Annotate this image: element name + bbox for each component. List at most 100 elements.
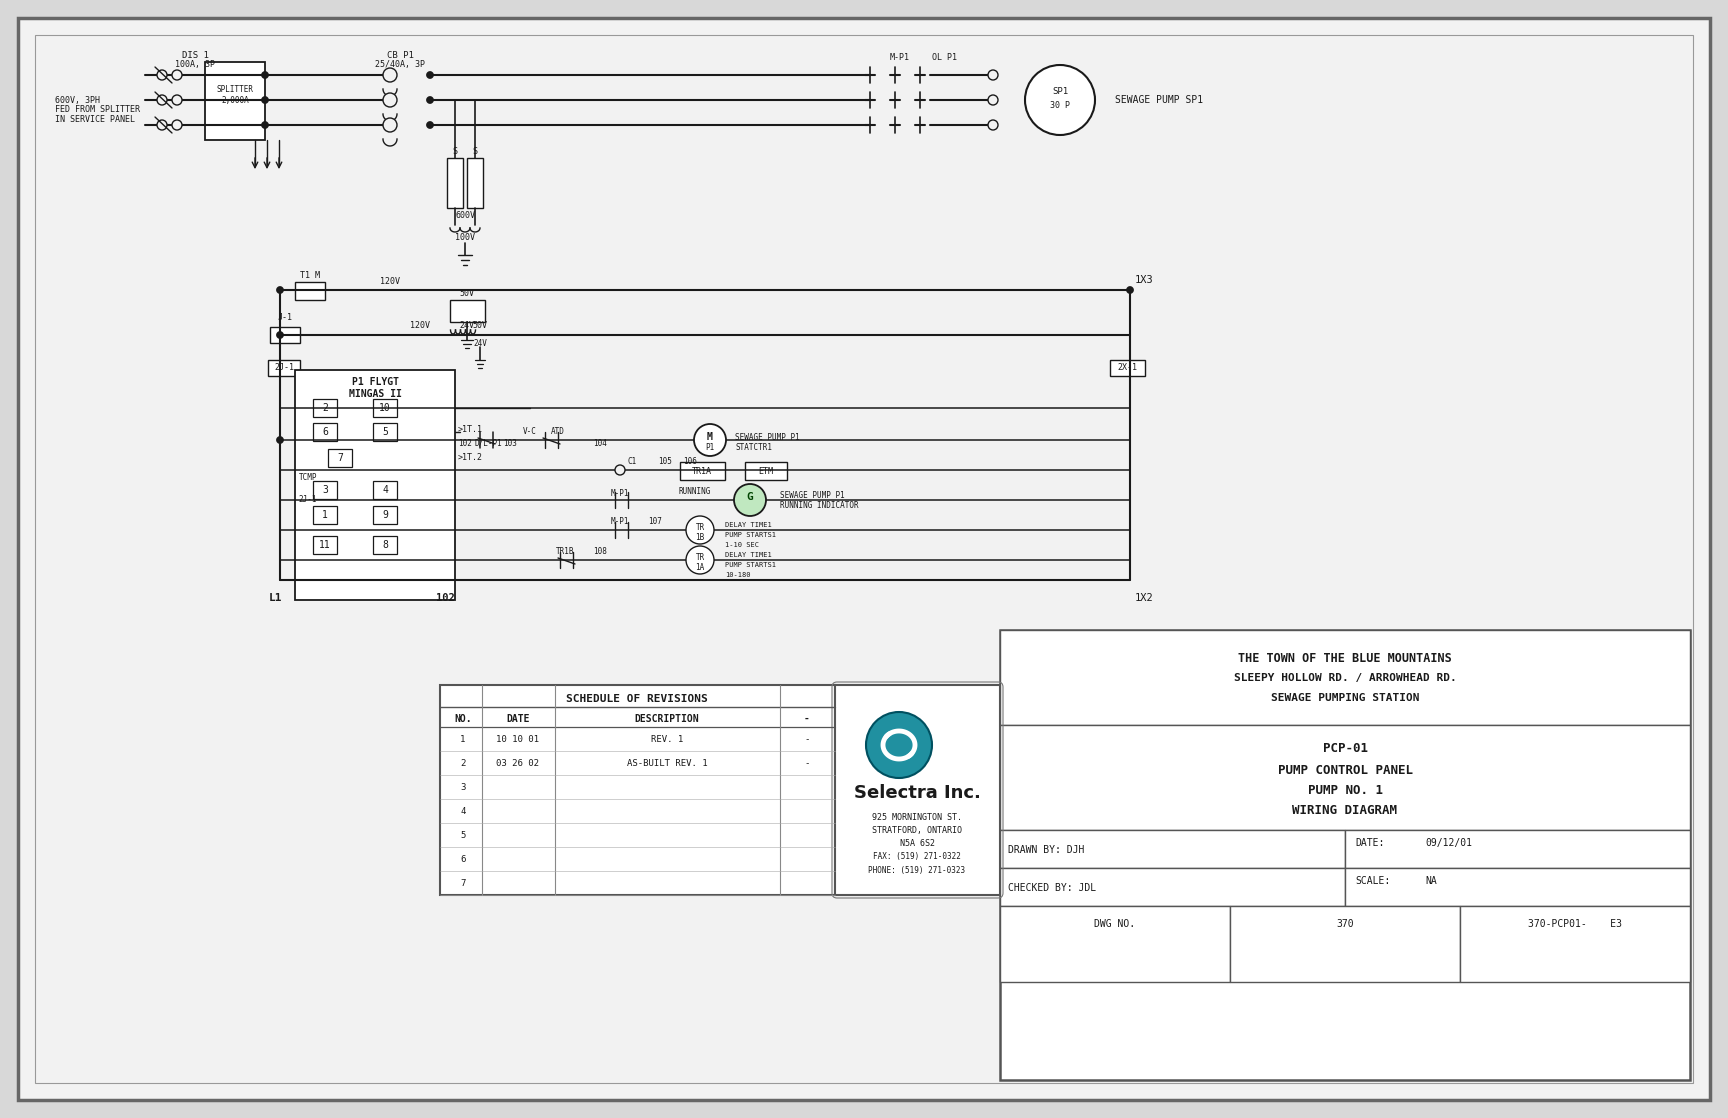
Text: STRATFORD, ONTARIO: STRATFORD, ONTARIO (873, 826, 962, 835)
Text: PUMP CONTROL PANEL: PUMP CONTROL PANEL (1277, 764, 1412, 777)
Text: 5: 5 (460, 832, 465, 841)
Text: 1: 1 (321, 510, 328, 520)
Text: FED FROM SPLITTER: FED FROM SPLITTER (55, 105, 140, 114)
Circle shape (686, 546, 714, 574)
Text: P1 FLYGT: P1 FLYGT (351, 377, 399, 387)
Text: SEWAGE PUMPING STATION: SEWAGE PUMPING STATION (1270, 693, 1419, 703)
Bar (206, 61, 264, 140)
Text: ETM: ETM (759, 466, 774, 475)
Text: 24V: 24V (473, 339, 487, 348)
Text: 600V: 600V (454, 210, 475, 219)
Circle shape (988, 95, 999, 105)
Text: 2J-1: 2J-1 (275, 363, 294, 372)
Text: M: M (707, 432, 714, 442)
Circle shape (866, 712, 931, 778)
Circle shape (686, 517, 714, 544)
Text: PHONE: (519) 271-0323: PHONE: (519) 271-0323 (869, 865, 966, 874)
Circle shape (384, 119, 397, 132)
Circle shape (1025, 65, 1096, 135)
Bar (1230, 906, 1460, 982)
Text: 1B: 1B (695, 532, 705, 541)
Text: 8: 8 (382, 540, 389, 550)
Text: 370: 370 (1336, 919, 1353, 929)
Circle shape (615, 465, 626, 475)
Text: 30 P: 30 P (1051, 102, 1070, 111)
Text: 24V: 24V (460, 322, 475, 331)
Circle shape (157, 70, 168, 80)
Bar (1001, 631, 1690, 724)
Text: L1: L1 (268, 593, 282, 603)
Text: 10: 10 (378, 402, 391, 413)
Text: RUNNING: RUNNING (679, 487, 712, 496)
Text: >1T.1: >1T.1 (458, 426, 484, 435)
Circle shape (276, 286, 283, 294)
Circle shape (427, 122, 434, 129)
Text: NA: NA (1426, 877, 1436, 885)
Text: TCMP: TCMP (299, 474, 318, 483)
Text: AS-BUILT REV. 1: AS-BUILT REV. 1 (627, 759, 707, 768)
Circle shape (261, 72, 268, 78)
Text: TR: TR (695, 552, 705, 561)
Text: 1A: 1A (695, 562, 705, 571)
Circle shape (988, 120, 999, 130)
Text: 1X3: 1X3 (1135, 275, 1154, 285)
Bar (467, 158, 484, 208)
Circle shape (276, 436, 283, 444)
Text: 105: 105 (658, 457, 672, 466)
Bar (313, 536, 337, 555)
Text: CHECKED BY: JDL: CHECKED BY: JDL (1007, 883, 1096, 893)
Text: SEWAGE PUMP SP1: SEWAGE PUMP SP1 (1115, 95, 1203, 105)
Text: PUMP STARTS1: PUMP STARTS1 (726, 562, 776, 568)
Text: 09/12/01: 09/12/01 (1426, 838, 1472, 847)
Bar (313, 506, 337, 524)
Bar (270, 326, 301, 343)
Text: 4: 4 (382, 485, 389, 495)
Text: 6: 6 (460, 855, 465, 864)
Text: T1 M: T1 M (301, 272, 320, 281)
Bar (1001, 906, 1230, 982)
Text: SEWAGE PUMP P1: SEWAGE PUMP P1 (779, 491, 845, 500)
Text: 370-PCP01-    E3: 370-PCP01- E3 (1528, 919, 1623, 929)
Text: PUMP STARTS1: PUMP STARTS1 (726, 532, 776, 538)
Circle shape (734, 484, 766, 517)
Text: 03 26 02: 03 26 02 (496, 759, 539, 768)
Bar (681, 462, 726, 480)
Text: 600V, 3PH: 600V, 3PH (55, 95, 100, 104)
Bar (835, 685, 1001, 896)
Bar (313, 481, 337, 499)
Text: 2,000A: 2,000A (221, 95, 249, 104)
Circle shape (261, 96, 268, 104)
Circle shape (427, 72, 434, 78)
Text: >1T.2: >1T.2 (458, 454, 484, 463)
Text: J-1: J-1 (278, 313, 292, 322)
Bar (1344, 868, 1690, 906)
Text: 102: 102 (458, 438, 472, 447)
Circle shape (1127, 286, 1134, 294)
Text: 1X2: 1X2 (1135, 593, 1154, 603)
Bar (373, 506, 397, 524)
Text: 25/40A, 3P: 25/40A, 3P (375, 59, 425, 68)
Bar (448, 158, 463, 208)
Text: N5A 6S2: N5A 6S2 (900, 838, 935, 847)
Text: 7: 7 (460, 880, 465, 889)
Text: 6: 6 (321, 427, 328, 437)
Circle shape (157, 120, 168, 130)
Text: SCALE:: SCALE: (1355, 877, 1391, 885)
Text: SEWAGE PUMP P1: SEWAGE PUMP P1 (734, 434, 800, 443)
Text: 11: 11 (320, 540, 330, 550)
Circle shape (695, 424, 726, 456)
Text: TR: TR (695, 522, 705, 531)
Text: DRAWN BY: DJH: DRAWN BY: DJH (1007, 845, 1085, 855)
Bar (1344, 830, 1690, 868)
Text: WIRING DIAGRAM: WIRING DIAGRAM (1293, 804, 1398, 816)
Text: 3: 3 (460, 784, 465, 793)
Circle shape (173, 95, 181, 105)
Bar (295, 370, 454, 600)
Text: M-P1: M-P1 (610, 518, 629, 527)
Text: PUMP NO. 1: PUMP NO. 1 (1308, 784, 1382, 796)
Text: TR1A: TR1A (691, 466, 712, 475)
Circle shape (173, 120, 181, 130)
Text: 10-180: 10-180 (726, 572, 750, 578)
Circle shape (427, 96, 434, 104)
Text: THE TOWN OF THE BLUE MOUNTAINS: THE TOWN OF THE BLUE MOUNTAINS (1239, 652, 1452, 664)
